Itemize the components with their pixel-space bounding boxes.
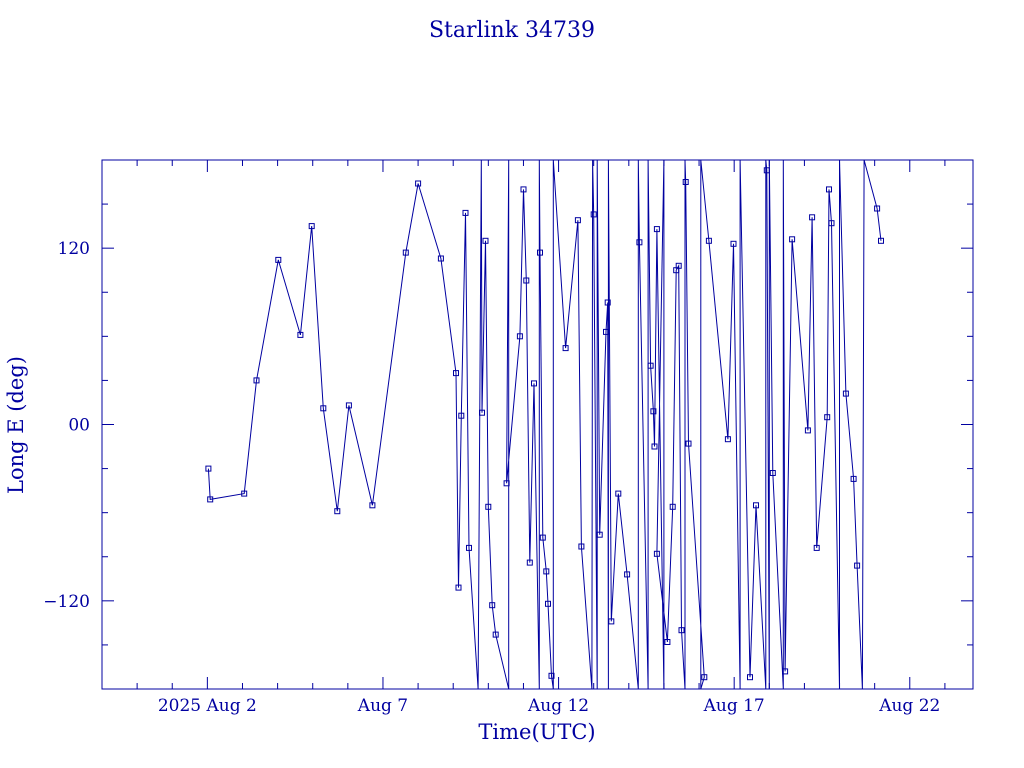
data-point (578, 543, 585, 550)
y-axis-label: Long E (deg) (4, 356, 28, 494)
data-point (753, 502, 759, 509)
data-point (682, 179, 689, 185)
data-point (548, 672, 555, 679)
y-tick-label: −120 (43, 592, 90, 612)
data-series (205, 159, 884, 690)
y-tick-label: 120 (58, 239, 90, 259)
data-point (724, 436, 731, 443)
data-point (466, 544, 472, 551)
data-point (854, 562, 861, 569)
data-point (462, 209, 469, 216)
data-point (241, 490, 248, 497)
data-point (205, 465, 212, 472)
series-layer (205, 159, 884, 690)
data-point (730, 240, 737, 247)
data-point (334, 508, 341, 515)
data-point (574, 217, 581, 224)
data-point (520, 186, 527, 193)
data-point (207, 496, 214, 503)
data-point (804, 427, 811, 434)
data-point (653, 226, 660, 233)
data-point (789, 236, 796, 243)
data-point (636, 239, 643, 246)
data-point (874, 205, 881, 212)
data-point (437, 255, 444, 262)
data-point (664, 639, 671, 645)
data-point (675, 262, 682, 269)
data-point (596, 531, 603, 538)
data-point (275, 256, 282, 263)
data-point (685, 440, 692, 447)
data-point (543, 568, 550, 575)
data-point (482, 237, 489, 244)
data-point (603, 328, 609, 335)
data-point (650, 408, 657, 415)
data-point (523, 277, 530, 284)
data-point (763, 167, 770, 174)
data-point (539, 534, 546, 541)
data-point (503, 480, 510, 487)
data-point (590, 211, 597, 218)
data-point (678, 627, 685, 634)
data-point (320, 405, 327, 412)
data-point (813, 544, 820, 551)
data-point (479, 409, 485, 416)
data-point (653, 550, 660, 557)
axis-ticks (101, 160, 973, 689)
data-point (308, 223, 315, 230)
data-point (624, 571, 631, 578)
y-tick-label: 00 (68, 416, 90, 436)
data-point (526, 559, 533, 566)
data-point (402, 249, 409, 256)
data-point (826, 186, 832, 193)
data-point (369, 502, 376, 509)
data-point (604, 299, 611, 306)
data-point (455, 584, 462, 591)
x-tick-label: Aug 12 (527, 696, 589, 716)
x-tick-label: Aug 17 (703, 696, 765, 716)
data-point (458, 412, 465, 419)
data-point (850, 475, 857, 482)
data-point (562, 345, 569, 352)
data-point (701, 674, 708, 681)
data-point (545, 600, 551, 607)
tick-labels: 2025 Aug 2 Aug 7 Aug 12 Aug 17 Aug 22 120 00 −1… (43, 239, 940, 716)
data-point (453, 370, 459, 377)
data-point (878, 237, 884, 244)
data-point (531, 380, 537, 387)
data-point (615, 490, 622, 497)
data-point (537, 249, 543, 256)
data-point (415, 180, 422, 187)
data-point (297, 331, 304, 338)
data-point (705, 237, 712, 244)
data-point (747, 674, 753, 681)
data-point (485, 503, 492, 510)
data-point (669, 503, 676, 510)
data-point (824, 414, 831, 421)
data-point (516, 333, 523, 340)
x-tick-label: 2025 Aug 2 (158, 696, 257, 716)
data-point (489, 602, 496, 609)
x-tick-label: Aug 7 (357, 696, 408, 716)
x-axis-label: Time(UTC) (478, 720, 595, 744)
data-point (608, 618, 615, 625)
x-tick-label: Aug 22 (878, 696, 940, 716)
data-point (769, 470, 776, 476)
data-point (253, 377, 260, 384)
chart-title: Starlink 34739 (429, 18, 595, 43)
data-point (842, 390, 849, 397)
data-point (647, 362, 654, 369)
data-point (828, 220, 835, 227)
data-point (782, 668, 789, 675)
series-line (207, 159, 882, 690)
data-point (345, 402, 352, 409)
data-point (492, 631, 499, 638)
data-point (809, 214, 816, 221)
data-point (651, 443, 658, 450)
